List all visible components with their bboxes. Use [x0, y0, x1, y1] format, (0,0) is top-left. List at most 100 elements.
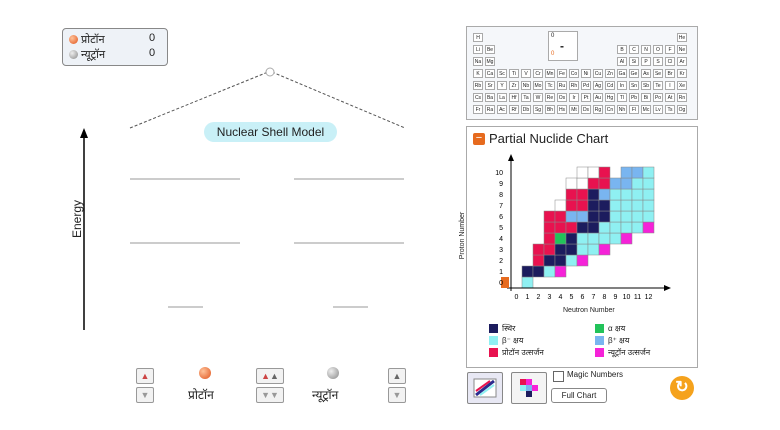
element-fl[interactable]: Fl [629, 105, 639, 114]
element-ta[interactable]: Ta [521, 93, 531, 102]
element-db[interactable]: Db [521, 105, 531, 114]
proton-down-fast-button[interactable]: ▼▼ [256, 387, 284, 403]
element-nb[interactable]: Nb [521, 81, 531, 90]
element-i[interactable]: I [665, 81, 675, 90]
element-li[interactable]: Li [473, 45, 483, 54]
element-cr[interactable]: Cr [533, 69, 543, 78]
element-ir[interactable]: Ir [569, 93, 579, 102]
element-in[interactable]: In [617, 81, 627, 90]
element-na[interactable]: Na [473, 57, 483, 66]
element-ne[interactable]: Ne [677, 45, 687, 54]
element-os[interactable]: Os [557, 93, 567, 102]
element-hg[interactable]: Hg [605, 93, 615, 102]
element-ts[interactable]: Ts [665, 105, 675, 114]
element-pt[interactable]: Pt [581, 93, 591, 102]
element-rg[interactable]: Rg [593, 105, 603, 114]
element-rn[interactable]: Rn [677, 93, 687, 102]
reset-button[interactable]: ↻ [670, 376, 694, 400]
element-k[interactable]: K [473, 69, 483, 78]
element-cu[interactable]: Cu [593, 69, 603, 78]
element-zn[interactable]: Zn [605, 69, 615, 78]
element-sg[interactable]: Sg [533, 105, 543, 114]
element-te[interactable]: Te [653, 81, 663, 90]
element-pb[interactable]: Pb [629, 93, 639, 102]
element-og[interactable]: Og [677, 105, 687, 114]
element-ar[interactable]: Ar [677, 57, 687, 66]
element-mn[interactable]: Mn [545, 69, 555, 78]
full-chart-button[interactable]: Full Chart [551, 388, 607, 403]
element-sn[interactable]: Sn [629, 81, 639, 90]
element-n[interactable]: N [641, 45, 651, 54]
element-mg[interactable]: Mg [485, 57, 495, 66]
element-ti[interactable]: Ti [509, 69, 519, 78]
element-c[interactable]: C [629, 45, 639, 54]
element-f[interactable]: F [665, 45, 675, 54]
element-al[interactable]: Al [617, 57, 627, 66]
zoom-chart-view-button[interactable] [511, 372, 547, 404]
element-ni[interactable]: Ni [581, 69, 591, 78]
element-b[interactable]: B [617, 45, 627, 54]
element-at[interactable]: At [665, 93, 675, 102]
element-tc[interactable]: Tc [545, 81, 555, 90]
magic-numbers-checkbox[interactable] [553, 371, 564, 382]
element-hs[interactable]: Hs [557, 105, 567, 114]
element-cs[interactable]: Cs [473, 93, 483, 102]
element-cl[interactable]: Cl [665, 57, 675, 66]
element-la[interactable]: La [497, 93, 507, 102]
element-se[interactable]: Se [653, 69, 663, 78]
element-hf[interactable]: Hf [509, 93, 519, 102]
element-au[interactable]: Au [593, 93, 603, 102]
element-fe[interactable]: Fe [557, 69, 567, 78]
element-ra[interactable]: Ra [485, 105, 495, 114]
element-bh[interactable]: Bh [545, 105, 555, 114]
neutron-icon[interactable] [327, 367, 339, 379]
element-pd[interactable]: Pd [581, 81, 591, 90]
element-ca[interactable]: Ca [485, 69, 495, 78]
proton-up-button[interactable]: ▲ [136, 368, 154, 384]
neutron-up-button[interactable]: ▲ [388, 368, 406, 384]
element-p[interactable]: P [641, 57, 651, 66]
element-s[interactable]: S [653, 57, 663, 66]
element-nh[interactable]: Nh [617, 105, 627, 114]
proton-up-fast-button[interactable]: ▲▲ [256, 368, 284, 384]
element-sr[interactable]: Sr [485, 81, 495, 90]
element-ds[interactable]: Ds [581, 105, 591, 114]
element-kr[interactable]: Kr [677, 69, 687, 78]
element-h[interactable]: H [473, 33, 483, 42]
element-ba[interactable]: Ba [485, 93, 495, 102]
element-lv[interactable]: Lv [653, 105, 663, 114]
element-as[interactable]: As [641, 69, 651, 78]
element-sc[interactable]: Sc [497, 69, 507, 78]
element-br[interactable]: Br [665, 69, 675, 78]
element-co[interactable]: Co [569, 69, 579, 78]
element-he[interactable]: He [677, 33, 687, 42]
element-w[interactable]: W [533, 93, 543, 102]
element-tl[interactable]: Tl [617, 93, 627, 102]
element-ge[interactable]: Ge [629, 69, 639, 78]
element-cn[interactable]: Cn [605, 105, 615, 114]
element-ag[interactable]: Ag [593, 81, 603, 90]
element-ga[interactable]: Ga [617, 69, 627, 78]
element-rb[interactable]: Rb [473, 81, 483, 90]
element-cd[interactable]: Cd [605, 81, 615, 90]
element-mc[interactable]: Mc [641, 105, 651, 114]
collapse-chart-button[interactable]: − [473, 133, 485, 145]
element-si[interactable]: Si [629, 57, 639, 66]
element-zr[interactable]: Zr [509, 81, 519, 90]
element-ac[interactable]: Ac [497, 105, 507, 114]
proton-down-button[interactable]: ▼ [136, 387, 154, 403]
element-y[interactable]: Y [497, 81, 507, 90]
element-po[interactable]: Po [653, 93, 663, 102]
element-xe[interactable]: Xe [677, 81, 687, 90]
element-rf[interactable]: Rf [509, 105, 519, 114]
proton-icon[interactable] [199, 367, 211, 379]
element-v[interactable]: V [521, 69, 531, 78]
element-o[interactable]: O [653, 45, 663, 54]
element-mo[interactable]: Mo [533, 81, 543, 90]
element-fr[interactable]: Fr [473, 105, 483, 114]
element-sb[interactable]: Sb [641, 81, 651, 90]
element-mt[interactable]: Mt [569, 105, 579, 114]
element-be[interactable]: Be [485, 45, 495, 54]
neutron-down-button[interactable]: ▼ [388, 387, 406, 403]
element-rh[interactable]: Rh [569, 81, 579, 90]
